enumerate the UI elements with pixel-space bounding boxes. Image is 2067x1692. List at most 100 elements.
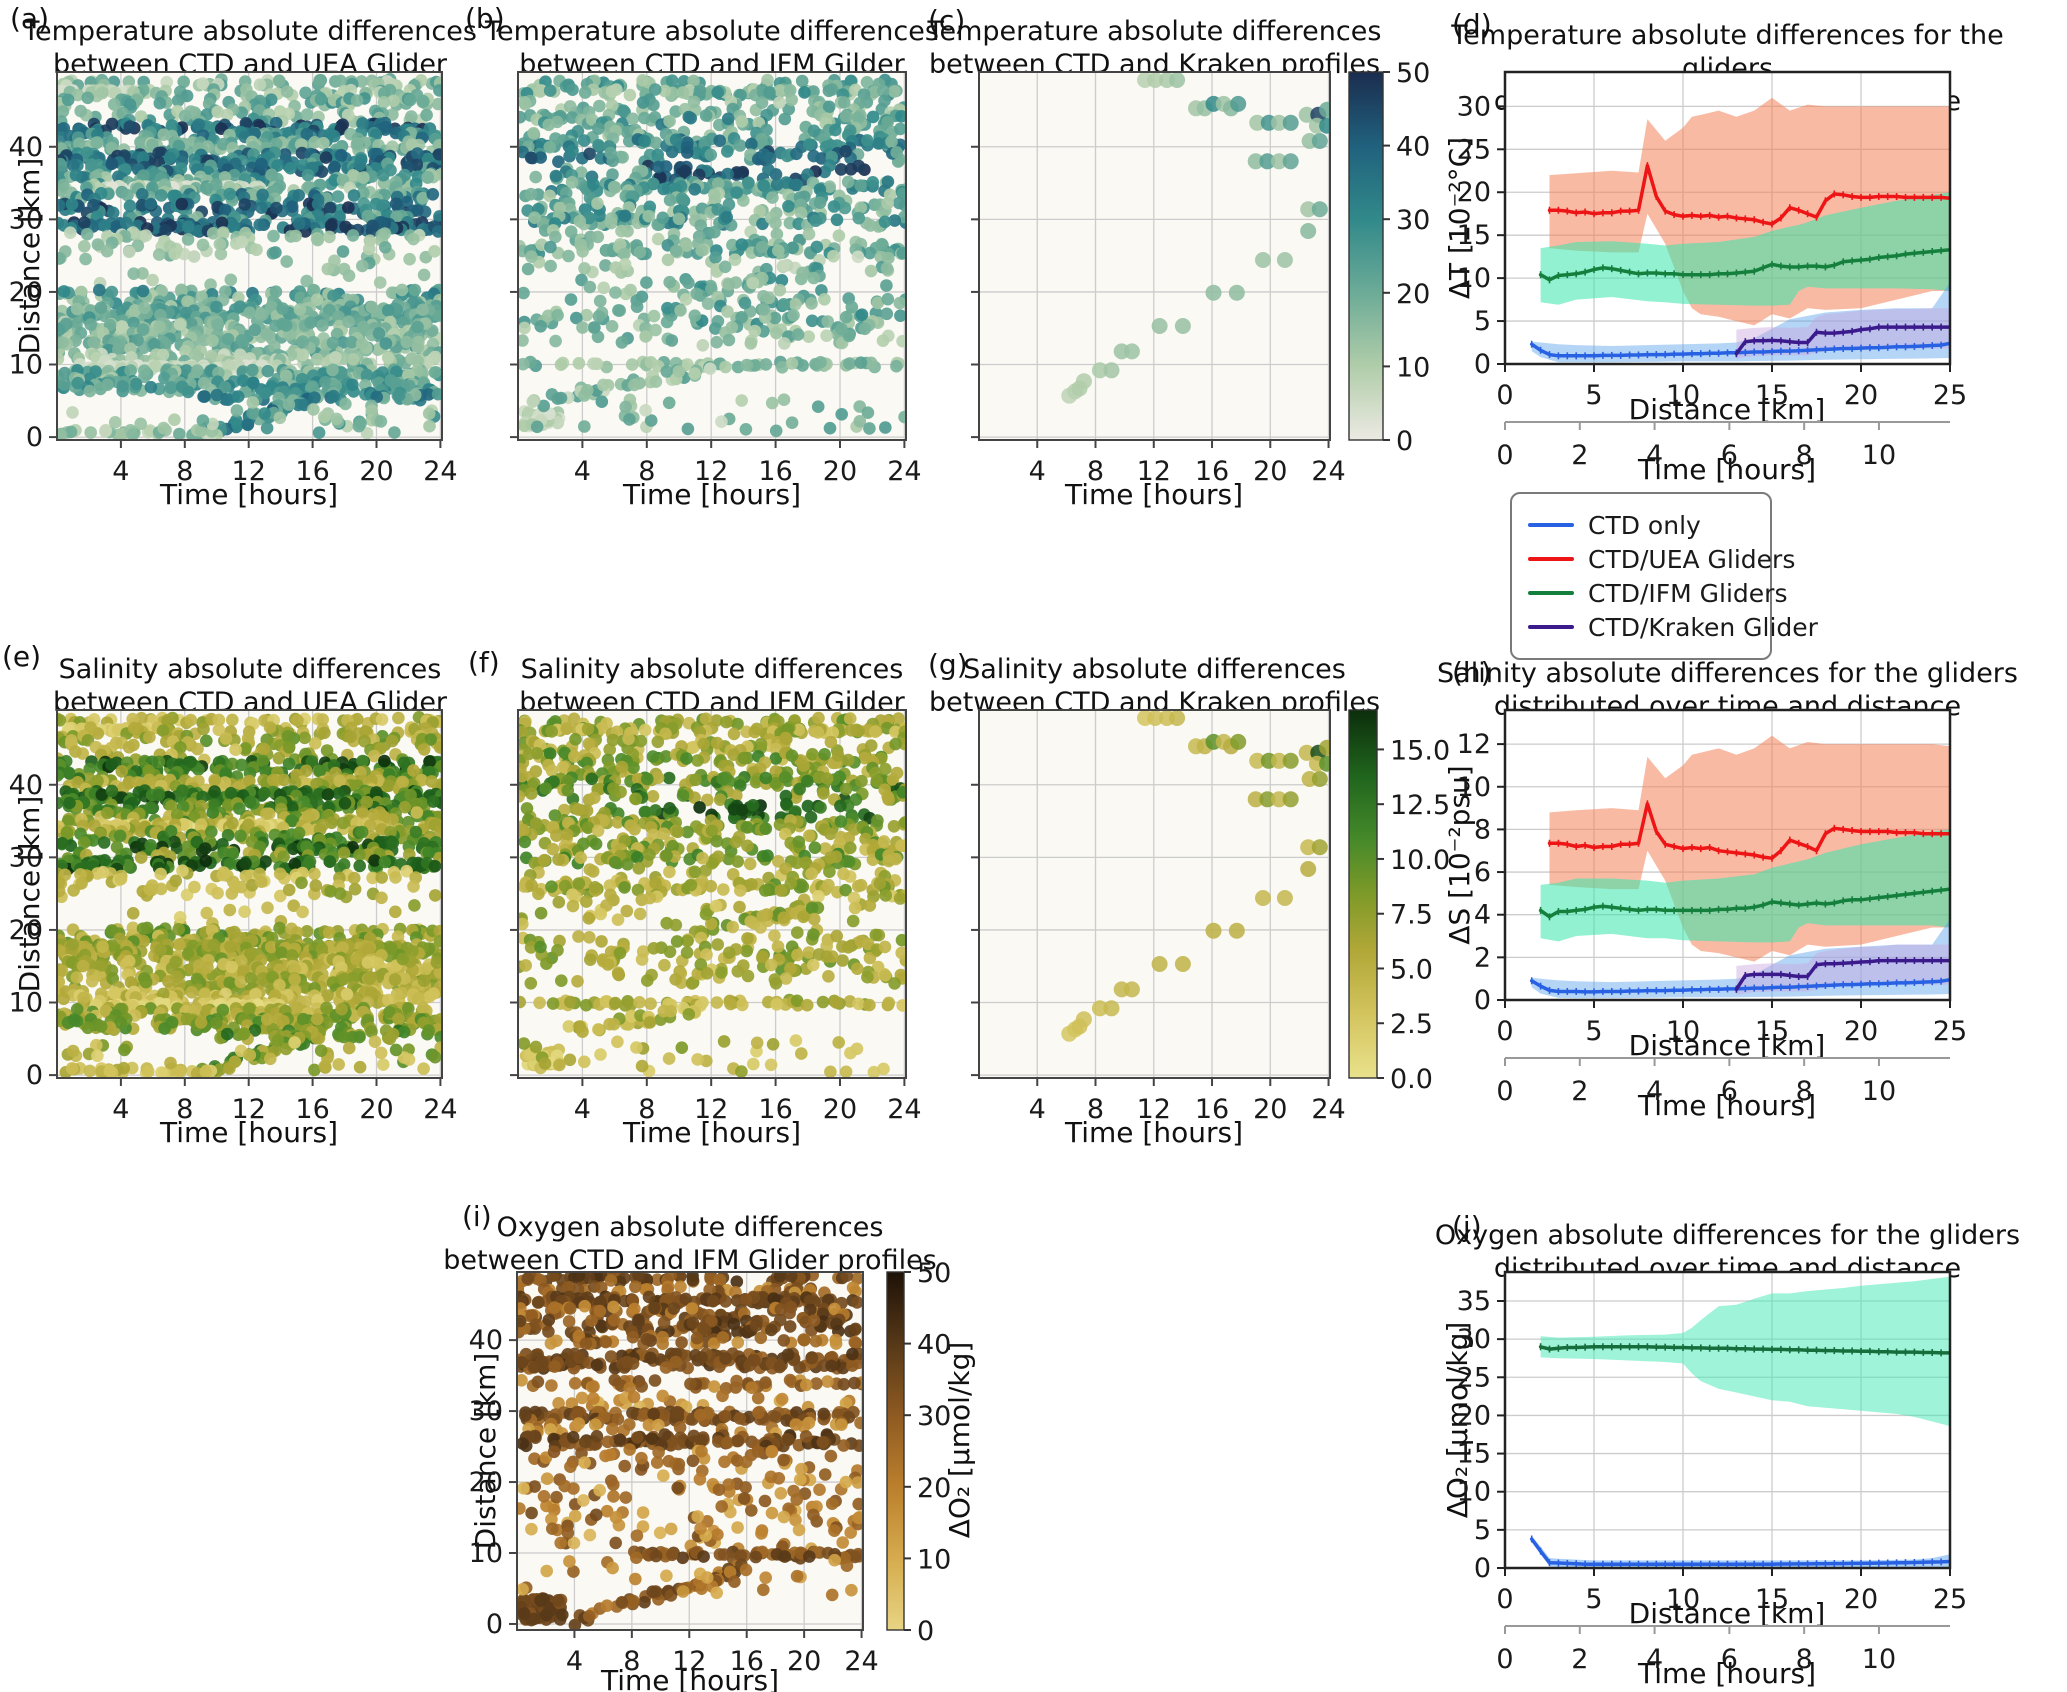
svg-text:8: 8 <box>638 456 655 487</box>
svg-text:0: 0 <box>1496 380 1513 411</box>
panel-j-time-label: Time [hours] <box>1638 1657 1816 1690</box>
svg-text:5: 5 <box>1474 306 1491 337</box>
salinity-colorbar: 0.02.55.07.510.012.515.0 <box>1348 709 1450 1095</box>
panel-g-xlabel: Time [hours] <box>1065 1116 1243 1149</box>
svg-text:20: 20 <box>823 456 857 487</box>
panel-a-plot: 4 8 12 16 20 24 0 10 20 30 40 <box>9 71 458 487</box>
svg-text:4: 4 <box>574 456 591 487</box>
panel-b-plot: 4 8 12 16 20 24 <box>510 71 922 487</box>
panel-h-time-label: Time [hours] <box>1638 1089 1816 1122</box>
svg-text:0: 0 <box>1496 440 1513 471</box>
svg-text:20: 20 <box>1396 279 1430 310</box>
svg-text:4: 4 <box>1029 456 1046 487</box>
panel-i-title: Oxygen absolute differences between CTD … <box>443 1212 937 1276</box>
svg-text:10: 10 <box>1457 263 1491 294</box>
svg-text:12: 12 <box>1137 456 1171 487</box>
svg-text:20: 20 <box>1457 177 1491 208</box>
svg-text:8: 8 <box>1796 440 1813 471</box>
svg-text:40: 40 <box>9 132 43 163</box>
panel-b-xlabel: Time [hours] <box>623 478 801 511</box>
panel-j-tag: (j) <box>1452 1210 1482 1243</box>
legend-item-label: CTD/UEA Gliders <box>1588 544 1796 574</box>
panel-c-tag: (c) <box>928 4 966 37</box>
svg-text:2: 2 <box>1571 440 1588 471</box>
panel-i-xlabel: Time [hours] <box>601 1664 779 1692</box>
svg-text:10: 10 <box>9 350 43 381</box>
svg-text:25: 25 <box>1457 134 1491 165</box>
panel-g-tag: (g) <box>928 648 968 681</box>
panel-d-xlabel: Distance [km] <box>1628 393 1826 426</box>
legend-line-swatch <box>1528 625 1574 629</box>
svg-text:12: 12 <box>232 456 266 487</box>
svg-text:0: 0 <box>1396 426 1413 457</box>
panel-a-tag: (a) <box>10 2 50 35</box>
panel-j-title: Oxygen absolute differences for the glid… <box>1434 1220 2021 1284</box>
panel-h-xlabel: Distance [km] <box>1628 1029 1826 1062</box>
temperature-colorbar: 0 10 20 30 40 50 <box>1348 58 1430 457</box>
legend-item: CTD/Kraken Glider <box>1528 610 1818 644</box>
svg-text:16: 16 <box>295 456 329 487</box>
svg-text:25: 25 <box>1933 380 1967 411</box>
svg-text:8: 8 <box>1087 456 1104 487</box>
legend-item: CTD only <box>1528 508 1754 542</box>
panel-i-tag: (i) <box>462 1200 492 1233</box>
svg-text:4: 4 <box>1646 440 1663 471</box>
svg-text:6: 6 <box>1721 440 1738 471</box>
panel-f-tag: (f) <box>468 646 500 679</box>
svg-text:24: 24 <box>887 456 921 487</box>
legend-line-swatch <box>1528 557 1574 561</box>
panel-d-plot: 0 5 10 15 20 25 0 5 10 15 20 25 30 0 2 4 6 8 10 <box>1457 70 1967 471</box>
panel-e-tag: (e) <box>2 640 42 673</box>
panel-c-xlabel: Time [hours] <box>1065 478 1243 511</box>
svg-text:20: 20 <box>1844 380 1878 411</box>
legend-item-label: CTD/IFM Gliders <box>1588 578 1788 608</box>
svg-text:16: 16 <box>758 456 792 487</box>
panel-f-plot: 4 8 12 16 20 24 <box>510 709 922 1125</box>
legend-item-label: CTD only <box>1588 510 1701 540</box>
svg-text:0: 0 <box>26 422 43 453</box>
svg-text:30: 30 <box>9 204 43 235</box>
legend: CTD only CTD/UEA Gliders CTD/IFM Gliders… <box>1510 492 1818 660</box>
svg-text:0: 0 <box>1474 349 1491 380</box>
svg-text:16: 16 <box>1195 456 1229 487</box>
legend-item: CTD/IFM Gliders <box>1528 576 1788 610</box>
svg-text:10: 10 <box>1666 380 1700 411</box>
panel-j-xlabel: Distance [km] <box>1628 1597 1826 1630</box>
svg-text:10: 10 <box>1396 352 1430 383</box>
svg-text:24: 24 <box>1311 456 1345 487</box>
panel-b-tag: (b) <box>465 2 505 35</box>
svg-text:8: 8 <box>176 456 193 487</box>
panel-d-tag: (d) <box>1452 8 1492 41</box>
svg-text:30: 30 <box>1396 205 1430 236</box>
svg-text:4: 4 <box>112 456 129 487</box>
panel-d-time-label: Time [hours] <box>1638 453 1816 486</box>
legend-line-swatch <box>1528 523 1574 527</box>
panel-f-xlabel: Time [hours] <box>623 1116 801 1149</box>
svg-text:40: 40 <box>1396 132 1430 163</box>
svg-text:20: 20 <box>1253 456 1287 487</box>
panel-e-xlabel: Time [hours] <box>160 1116 338 1149</box>
svg-text:20: 20 <box>359 456 393 487</box>
svg-text:15: 15 <box>1755 380 1789 411</box>
svg-text:20: 20 <box>9 277 43 308</box>
panel-a-xlabel: Time [hours] <box>160 478 338 511</box>
svg-text:24: 24 <box>423 456 457 487</box>
panel-g-plot: 4 8 12 16 20 24 <box>971 709 1346 1125</box>
svg-text:50: 50 <box>1396 58 1430 89</box>
svg-text:5: 5 <box>1585 380 1602 411</box>
legend-item-label: CTD/Kraken Glider <box>1588 612 1818 642</box>
svg-text:15: 15 <box>1457 220 1491 251</box>
svg-text:12: 12 <box>694 456 728 487</box>
panel-c-plot: 4 8 12 16 20 24 <box>971 71 1346 487</box>
legend-item: CTD/UEA Gliders <box>1528 542 1795 576</box>
legend-line-swatch <box>1528 591 1574 595</box>
svg-text:10: 10 <box>1862 440 1896 471</box>
svg-text:30: 30 <box>1457 91 1491 122</box>
panel-h-tag: (h) <box>1452 656 1492 689</box>
